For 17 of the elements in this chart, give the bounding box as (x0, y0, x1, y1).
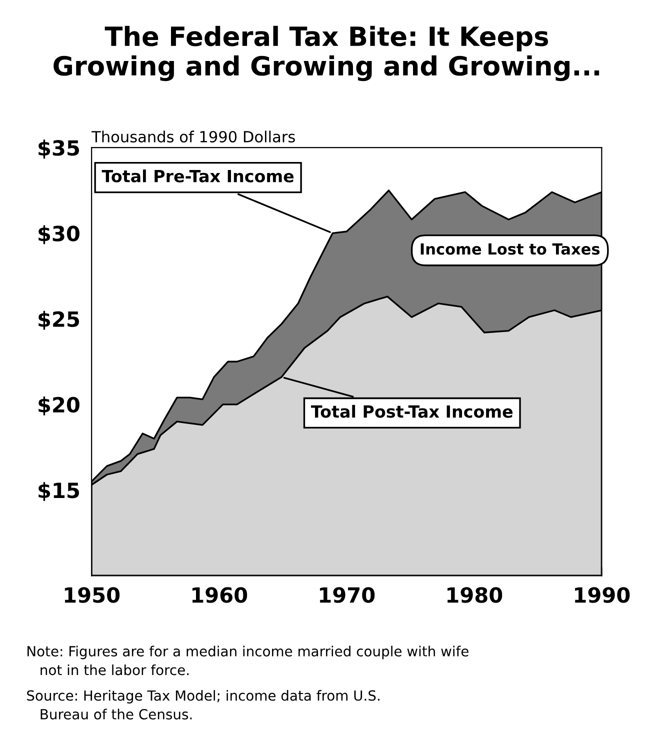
y-tick-label: $25 (38, 310, 79, 330)
y-tick-label: $30 (38, 225, 80, 244)
y-axis-title: Thousands of 1990 Dollars (92, 130, 295, 142)
x-tick-label: 1970 (320, 587, 375, 603)
annotation: Total Pre-Tax Income (102, 170, 294, 182)
y-tick-label: $35 (38, 140, 79, 159)
source-note: Source: Heritage Tax Model; income data from U.S. Bureau of the Census. (27, 690, 380, 720)
annotation: Income Lost to Taxes (420, 243, 600, 255)
x-tick-label: 1960 (192, 587, 248, 603)
x-tick-label: 1980 (448, 587, 502, 603)
x-tick-label: 1950 (64, 587, 120, 603)
x-tick-label: 1990 (575, 587, 630, 603)
chart-title: The Federal Tax Bite: It Keeps Growing and Growing and Growing... (54, 26, 600, 82)
annotation: Total Post-Tax Income (310, 404, 513, 418)
y-tick-label: $20 (38, 396, 80, 416)
y-tick-label: $15 (38, 482, 79, 502)
text: Note: Figures are for a median income married couple with wife not in the labor force. (28, 646, 468, 676)
